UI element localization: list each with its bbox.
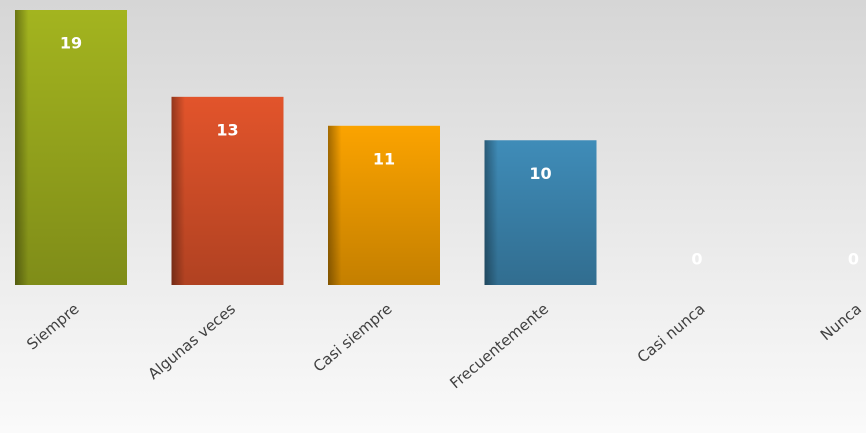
- bar-shade: [484, 140, 597, 285]
- bar-shade: [171, 96, 284, 285]
- data-label: 0: [691, 250, 702, 269]
- bar-shade: [328, 125, 440, 285]
- data-label: 10: [529, 164, 551, 183]
- data-label: 19: [60, 34, 82, 53]
- data-label: 13: [216, 120, 238, 139]
- data-label: 11: [373, 149, 395, 168]
- data-label: 0: [848, 250, 859, 269]
- bar-shade: [15, 10, 127, 285]
